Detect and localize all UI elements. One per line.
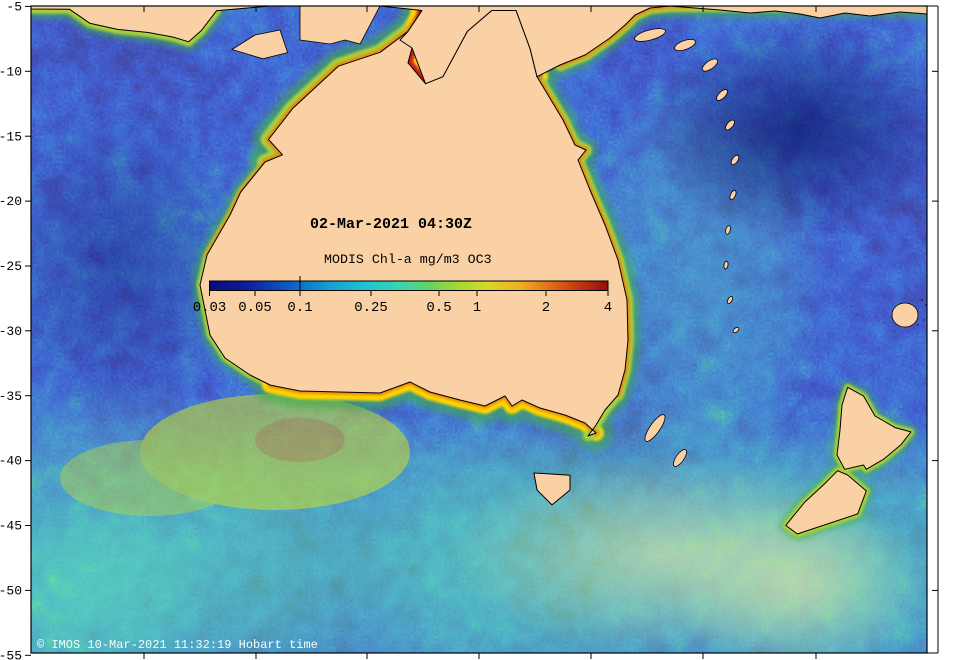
svg-text:1: 1 [473, 300, 481, 316]
svg-text:0.03: 0.03 [193, 300, 227, 316]
svg-text:0.1: 0.1 [287, 300, 312, 316]
svg-text:-25: -25 [0, 259, 22, 274]
svg-text:2: 2 [542, 300, 550, 316]
svg-text:-50: -50 [0, 584, 22, 599]
svg-text:-55: -55 [0, 648, 22, 660]
svg-text:0.25: 0.25 [354, 300, 388, 316]
svg-text:-35: -35 [0, 389, 22, 404]
svg-text:0.05: 0.05 [238, 300, 272, 316]
svg-text:-20: -20 [0, 194, 22, 209]
svg-text:-5: -5 [6, 0, 22, 15]
svg-text:-15: -15 [0, 129, 22, 144]
svg-text:-10: -10 [0, 64, 22, 79]
svg-text:-30: -30 [0, 324, 22, 339]
svg-text:02-Mar-2021 04:30Z: 02-Mar-2021 04:30Z [310, 216, 472, 233]
svg-text:0.5: 0.5 [426, 300, 451, 316]
svg-text:© IMOS 10-Mar-2021 11:32:19 Ho: © IMOS 10-Mar-2021 11:32:19 Hobart time [37, 638, 318, 652]
svg-text:4: 4 [604, 300, 612, 316]
svg-text:MODIS Chl-a mg/m3 OC3: MODIS Chl-a mg/m3 OC3 [324, 252, 492, 267]
svg-text:-40: -40 [0, 454, 22, 469]
svg-text:-45: -45 [0, 519, 22, 534]
